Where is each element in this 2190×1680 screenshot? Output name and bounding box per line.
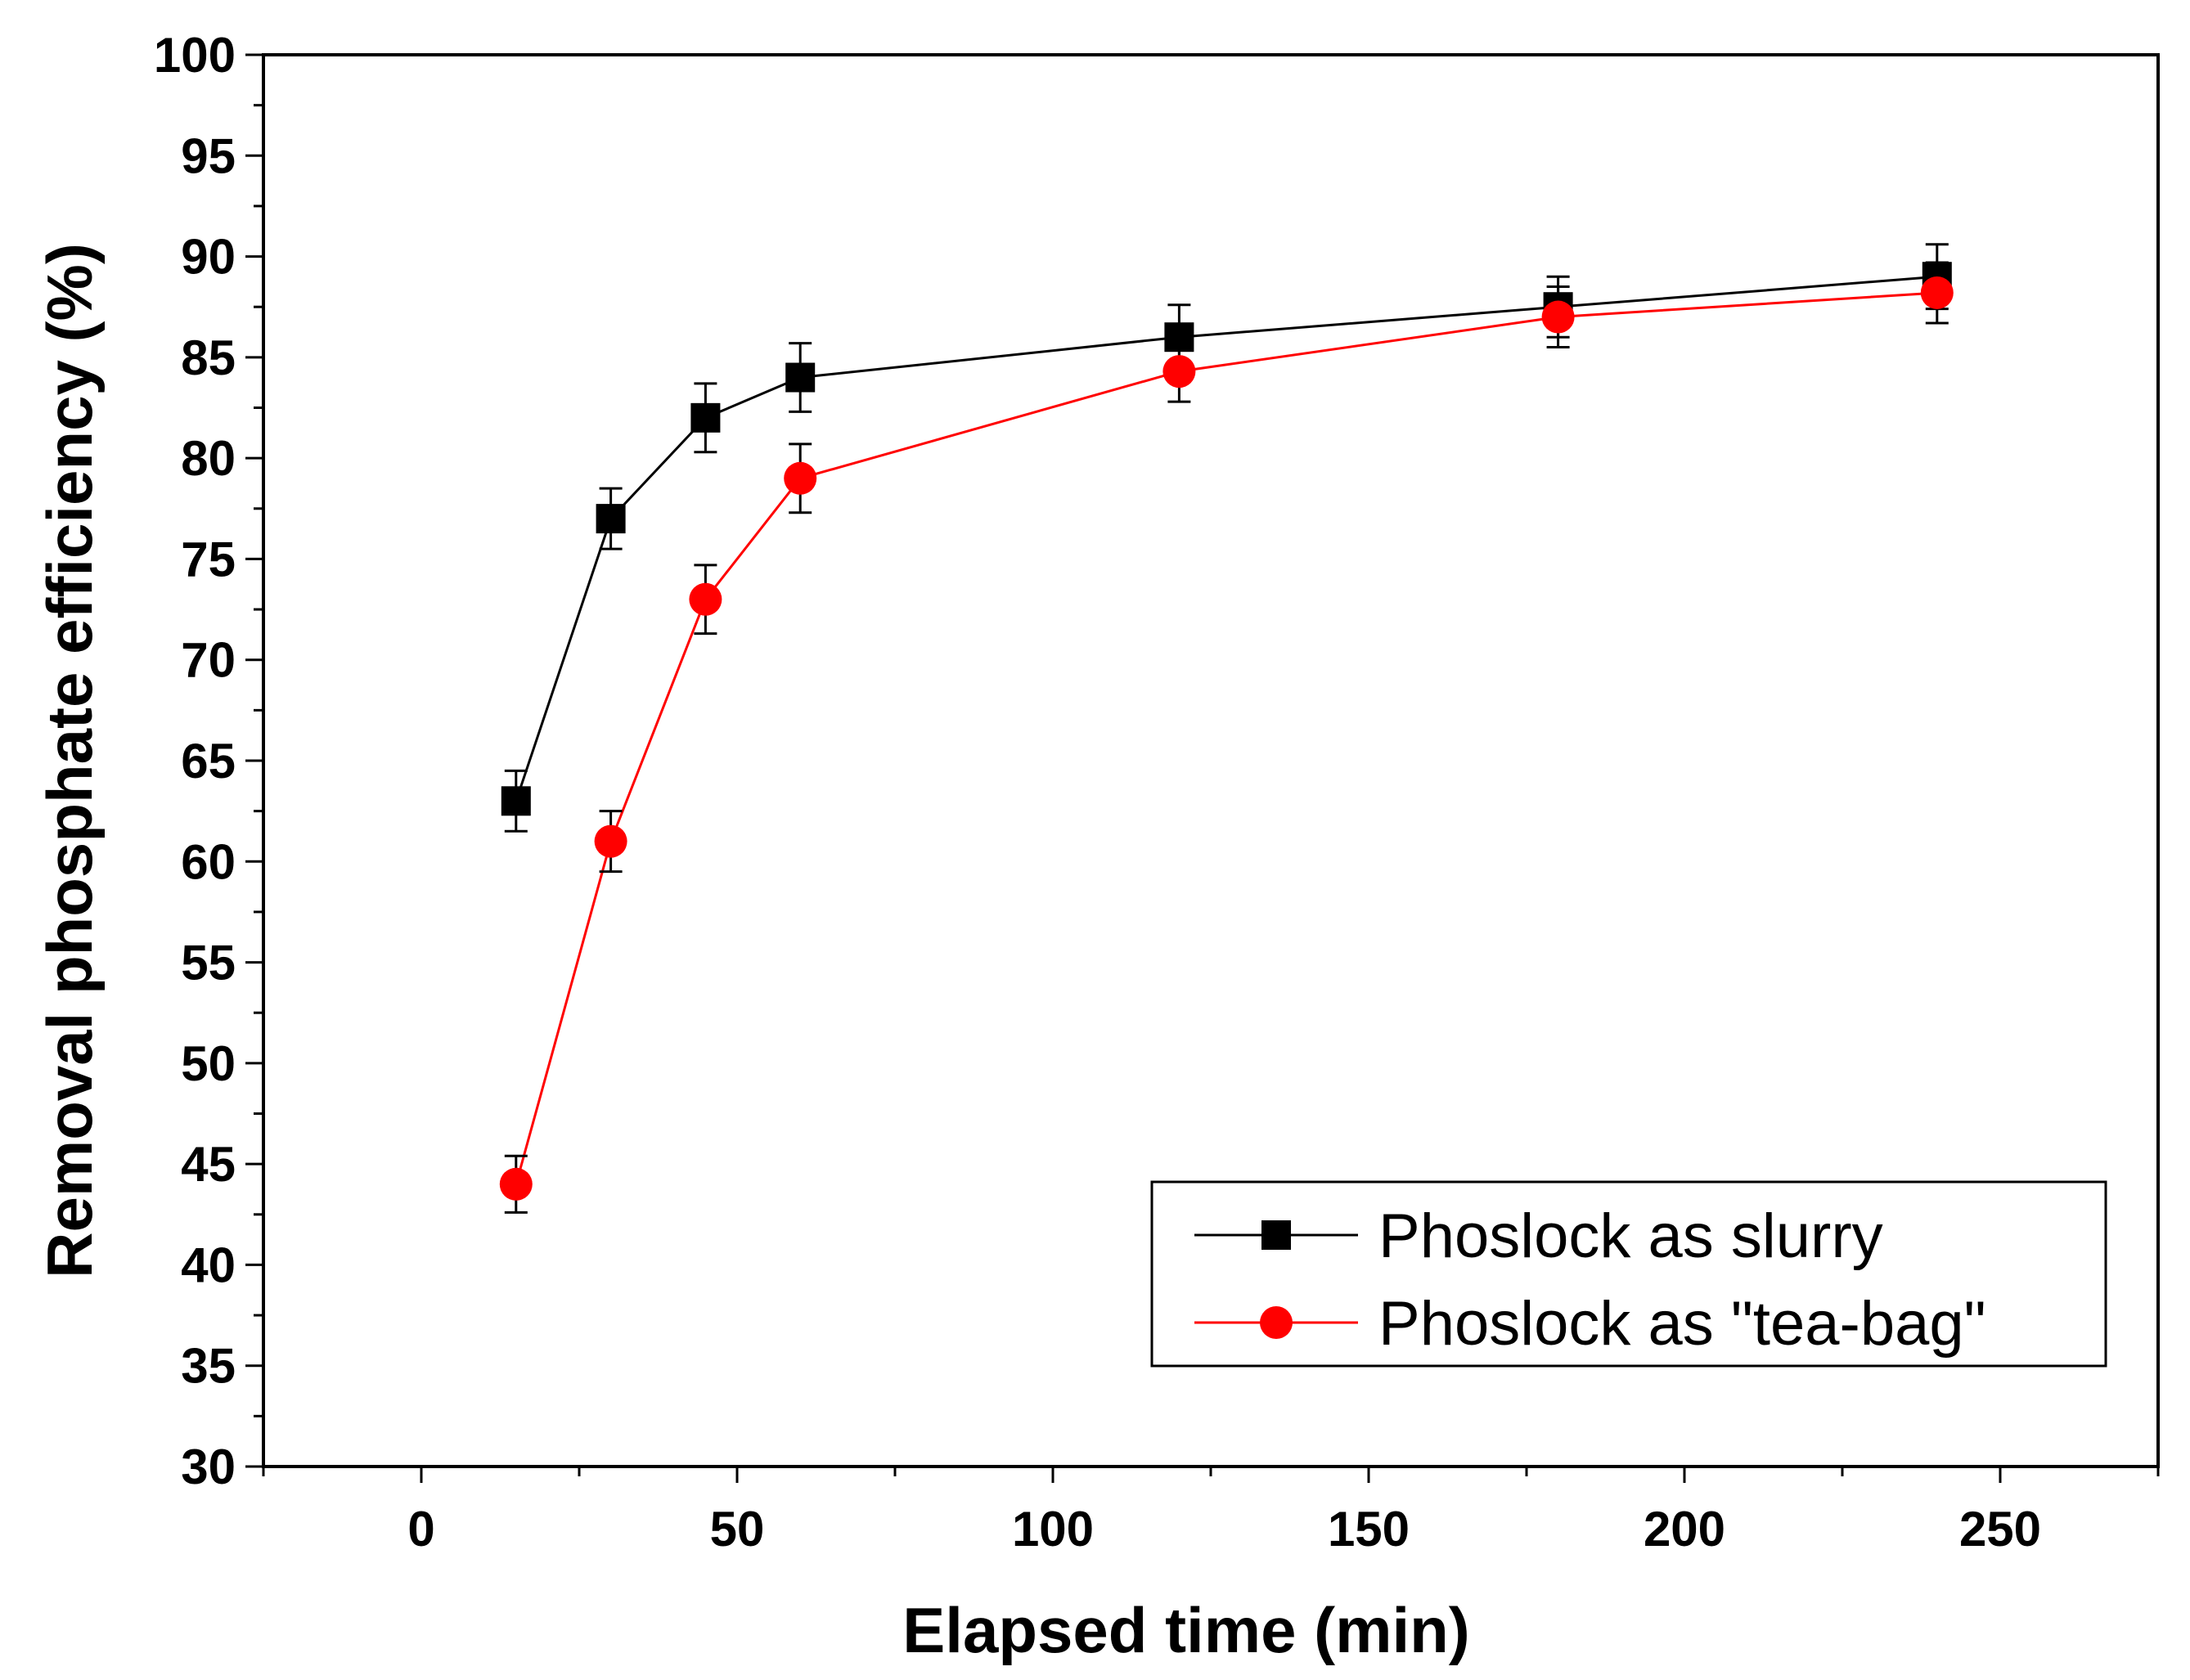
y-tick-label-35: 35 [181,1339,236,1394]
data-point-square [690,402,721,433]
legend-marker-square [1261,1220,1291,1250]
data-point-circle [594,824,627,858]
x-tick-label-250: 250 [1959,1502,2041,1556]
data-point-circle [1541,300,1575,334]
legend: Phoslock as slurry Phoslock as "tea-bag" [1150,1180,2107,1368]
data-point-circle [784,461,817,495]
data-point-square [501,786,531,816]
y-tick-label-85: 85 [181,330,236,385]
data-point-circle [1920,276,1954,309]
data-point-square [785,362,816,393]
y-tick-label-70: 70 [181,633,236,688]
series-1 [499,261,1954,1214]
legend-box [1150,1180,2107,1368]
y-tick-label-95: 95 [181,128,236,183]
x-tick-label-150: 150 [1328,1502,1410,1556]
y-tick-label-90: 90 [181,230,236,285]
series-layer [499,243,1954,1214]
data-point-circle [689,582,722,616]
data-point-circle [499,1167,533,1201]
x-axis-title: Elapsed time (min) [902,1594,1469,1666]
y-tick-label-65: 65 [181,734,236,788]
y-tick-label-55: 55 [181,936,236,990]
y-tick-label-75: 75 [181,532,236,586]
x-tick-label-50: 50 [710,1502,765,1556]
y-tick-label-45: 45 [181,1137,236,1192]
legend-label-slurry: Phoslock as slurry [1378,1202,1883,1271]
y-tick-label-40: 40 [181,1238,236,1292]
legend-marker-circle [1260,1306,1293,1339]
y-tick-label-100: 100 [154,28,236,83]
y-tick-label-30: 30 [181,1440,236,1494]
x-tick-label-100: 100 [1012,1502,1094,1556]
y-tick-label-80: 80 [181,431,236,486]
y-tick-label-60: 60 [181,834,236,889]
series-line-0 [515,275,1937,802]
data-point-square [596,504,626,534]
y-axis-title: Removal phosphate efficiency (%) [34,243,106,1278]
axis-ticks: 0 50 100 150 200 250 30 35 40 45 50 55 60 65 70 75 80 85 9… [154,28,2160,1556]
series-0 [501,243,1952,833]
series-line-1 [515,291,1937,1185]
data-point-circle [1162,355,1196,389]
x-tick-label-0: 0 [407,1502,434,1556]
y-tick-label-50: 50 [181,1036,236,1091]
x-tick-label-200: 200 [1644,1502,1725,1556]
legend-label-teabag: Phoslock as "tea-bag" [1378,1289,1986,1359]
